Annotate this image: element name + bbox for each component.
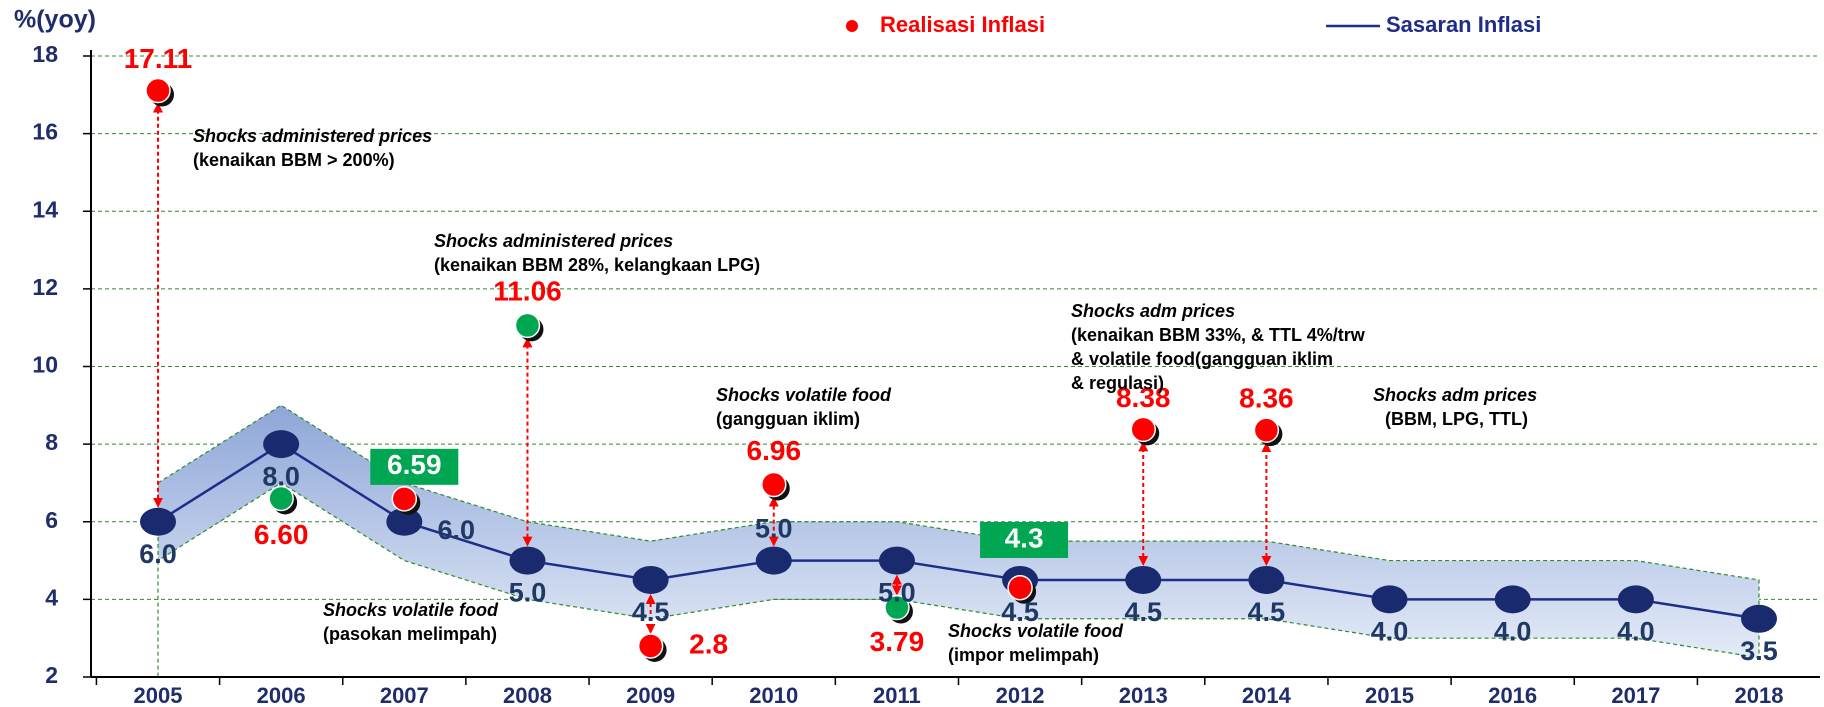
x-tick-label: 2015	[1365, 683, 1414, 707]
annotation: Shocks administered prices	[434, 231, 673, 251]
x-tick-label: 2014	[1242, 683, 1292, 707]
target-marker	[1494, 585, 1531, 614]
y-tick-label: 8	[45, 429, 58, 455]
real-label: 17.11	[124, 43, 193, 74]
x-tick-label: 2013	[1119, 683, 1168, 707]
target-marker	[1248, 565, 1285, 594]
target-label: 4.5	[1248, 597, 1286, 627]
real-marker	[268, 485, 294, 512]
target-marker	[878, 546, 915, 575]
y-axis-label: %(yoy)	[14, 6, 96, 34]
target-label: 4.5	[1001, 597, 1039, 627]
annotation: (kenaikan BBM 33%, & TTL 4%/trw	[1071, 325, 1366, 345]
target-label: 5.0	[755, 514, 793, 544]
real-label: 6.59	[387, 449, 442, 480]
y-tick-label: 18	[32, 41, 58, 67]
target-marker	[1741, 604, 1777, 633]
annotation: (gangguan iklim)	[716, 409, 860, 429]
y-tick-label: 4	[45, 584, 58, 610]
label-box	[980, 521, 1069, 558]
real-marker	[1130, 416, 1156, 443]
real-label: 8.38	[1116, 382, 1171, 413]
annotation: Shocks adm prices	[1071, 301, 1235, 321]
legend-label: Realisasi Inflasi	[880, 12, 1045, 37]
target-marker	[1617, 585, 1654, 614]
real-marker	[884, 594, 910, 621]
annotation: & volatile food(gangguan iklim	[1071, 349, 1333, 369]
target-marker	[1125, 565, 1162, 594]
target-marker	[1371, 585, 1408, 614]
annotation: (impor melimpah)	[948, 645, 1099, 665]
real-label: 8.36	[1239, 383, 1294, 414]
real-marker	[761, 471, 787, 498]
x-tick-label: 2010	[749, 683, 798, 707]
real-marker	[514, 312, 541, 339]
real-marker	[1007, 574, 1033, 601]
x-tick-label: 2012	[996, 683, 1045, 707]
target-marker	[386, 507, 423, 536]
real-label: 2.8	[689, 628, 728, 659]
target-label: 3.5	[1740, 636, 1778, 666]
y-tick-label: 12	[32, 274, 58, 300]
target-label: 4.0	[1371, 617, 1409, 647]
target-label: 4.0	[1494, 617, 1532, 647]
target-marker	[755, 546, 792, 575]
target-label: 4.5	[1124, 597, 1162, 627]
annotation: Shocks adm prices	[1373, 385, 1537, 405]
annotation: (kenaikan BBM > 200%)	[193, 150, 395, 170]
y-tick-label: 16	[32, 119, 58, 145]
target-label: 6.0	[438, 515, 476, 545]
real-label: 4.3	[1005, 522, 1044, 553]
real-marker	[1253, 417, 1280, 443]
legend-marker	[846, 20, 858, 32]
real-label: 6.60	[254, 519, 309, 550]
target-marker	[509, 546, 546, 575]
y-tick-label: 10	[32, 352, 58, 378]
target-label: 8.0	[262, 461, 300, 491]
annotation: Shocks volatile food	[716, 385, 892, 405]
legend-label: Sasaran Inflasi	[1386, 12, 1541, 37]
target-label: 6.0	[139, 539, 177, 569]
annotation: & regulasi)	[1071, 373, 1164, 393]
x-tick-label: 2007	[380, 683, 429, 707]
annotation: Shocks volatile food	[948, 621, 1124, 641]
annotation: Shocks volatile food	[323, 600, 499, 620]
real-label: 11.06	[493, 276, 562, 307]
real-marker	[145, 77, 171, 104]
target-label: 4.5	[632, 597, 670, 627]
annotation: Shocks administered prices	[193, 126, 432, 146]
annotation: (pasokan melimpah)	[323, 624, 497, 644]
target-line	[157, 442, 1760, 621]
y-tick-label: 2	[45, 662, 58, 688]
y-tick-label: 14	[32, 196, 58, 222]
target-marker	[632, 565, 669, 594]
x-tick-label: 2011	[873, 683, 921, 707]
x-tick-label: 2016	[1488, 683, 1537, 707]
annotation: (BBM, LPG, TTL)	[1385, 409, 1528, 429]
x-tick-label: 2006	[257, 683, 306, 707]
target-label: 5.0	[509, 578, 547, 608]
label-box	[370, 448, 459, 485]
target-label: 4.0	[1617, 617, 1655, 647]
target-marker	[140, 507, 176, 536]
real-marker	[391, 486, 418, 512]
x-tick-label: 2008	[503, 683, 552, 707]
x-tick-label: 2017	[1611, 683, 1660, 707]
real-label: 6.96	[747, 435, 802, 466]
real-label: 3.79	[870, 626, 925, 657]
x-tick-label: 2009	[626, 683, 675, 707]
x-tick-label: 2018	[1735, 683, 1784, 707]
target-label: 5.0	[878, 578, 916, 608]
real-marker	[637, 633, 664, 659]
x-tick-label: 2005	[134, 683, 183, 707]
annotation: (kenaikan BBM 28%, kelangkaan LPG)	[434, 255, 760, 275]
y-tick-label: 6	[45, 507, 58, 533]
target-marker	[263, 430, 300, 459]
